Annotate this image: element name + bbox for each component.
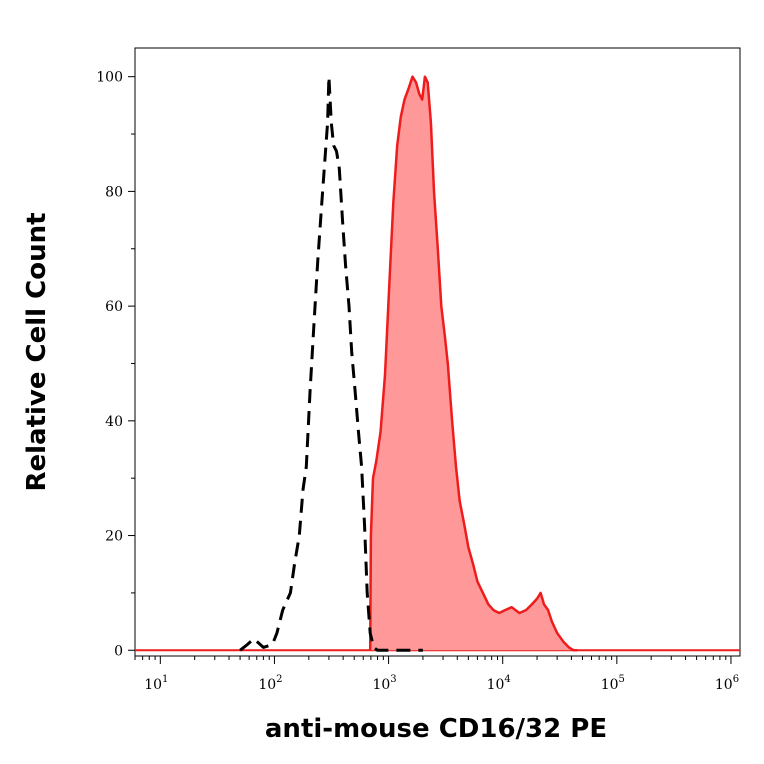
series-layer [135,75,740,652]
x-tick-label: 106 [715,674,739,693]
x-tick-label: 104 [487,674,511,693]
plot-area [134,47,741,657]
x-tick-label: 102 [258,674,282,693]
x-tick-label: 103 [372,674,396,693]
stained-histogram-line [368,75,578,652]
y-axis: 0 20 40 60 80 100 [96,70,135,659]
y-axis-title: Relative Cell Count [22,212,52,491]
y-tick-label: 100 [96,70,123,86]
y-tick-label: 80 [105,184,123,200]
x-axis-title: anti-mouse CD16/32 PE [265,714,607,744]
x-tick-label: 101 [144,674,168,693]
y-tick-label: 40 [105,414,123,430]
y-tick-label: 0 [114,643,123,659]
x-tick-label: 105 [601,674,625,693]
x-axis: 101 102 103 104 105 106 [134,656,739,693]
y-tick-label: 20 [105,529,123,545]
stained-histogram-fill [370,76,578,651]
control-histogram-line [239,75,423,652]
plot-frame [134,47,741,657]
y-tick-label: 60 [105,299,123,315]
